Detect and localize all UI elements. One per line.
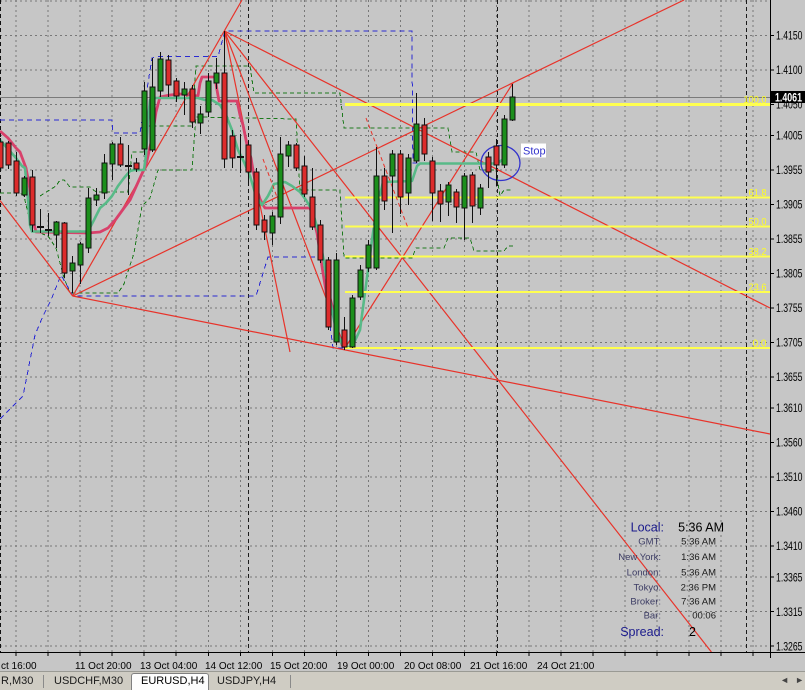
svg-text:13 Oct 04:00: 13 Oct 04:00: [140, 661, 198, 672]
svg-text:20 Oct 08:00: 20 Oct 08:00: [404, 661, 462, 672]
svg-text:24 Oct 21:00: 24 Oct 21:00: [537, 661, 595, 672]
svg-text:1.3655: 1.3655: [776, 370, 803, 384]
svg-text:1.3755: 1.3755: [776, 301, 803, 315]
svg-text:21 Oct 16:00: 21 Oct 16:00: [470, 661, 528, 672]
svg-text:GMT:: GMT:: [638, 537, 661, 548]
svg-text:1.3855: 1.3855: [776, 232, 803, 246]
svg-text:1.3560: 1.3560: [776, 436, 803, 450]
svg-text:Bar:: Bar:: [644, 611, 661, 622]
svg-text:14 Oct 12:00: 14 Oct 12:00: [205, 661, 263, 672]
svg-text:1.3315: 1.3315: [776, 605, 803, 619]
svg-text:50.0: 50.0: [749, 216, 767, 228]
svg-text:Tokyo:: Tokyo:: [634, 583, 661, 594]
svg-text:1:36 AM: 1:36 AM: [681, 552, 716, 563]
svg-text:Local:: Local:: [631, 521, 664, 535]
svg-text:1.4005: 1.4005: [776, 129, 803, 143]
svg-text:1.3265: 1.3265: [776, 639, 803, 653]
svg-text:1.4061: 1.4061: [775, 91, 802, 105]
svg-text:Stop: Stop: [523, 146, 546, 158]
svg-text:23.6: 23.6: [749, 282, 767, 294]
svg-text:New York:: New York:: [618, 552, 661, 563]
svg-text:1.3510: 1.3510: [776, 470, 803, 484]
svg-text:7:36 AM: 7:36 AM: [681, 597, 716, 608]
svg-text:100.0: 100.0: [744, 94, 767, 106]
svg-text:5:36 AM: 5:36 AM: [678, 521, 724, 535]
svg-text:00:06: 00:06: [692, 611, 716, 622]
svg-text:0.0: 0.0: [753, 338, 767, 350]
svg-text:11 Oct 20:00: 11 Oct 20:00: [75, 661, 132, 672]
svg-text:5:36 AM: 5:36 AM: [681, 568, 716, 579]
svg-text:Broker:: Broker:: [630, 597, 661, 608]
svg-text:5:36 AM: 5:36 AM: [681, 537, 716, 548]
svg-text:1.3460: 1.3460: [776, 505, 803, 519]
svg-text:1.4100: 1.4100: [776, 63, 803, 77]
svg-text:1.3905: 1.3905: [776, 198, 803, 212]
svg-text:1.3410: 1.3410: [776, 539, 803, 553]
svg-text:1.3955: 1.3955: [776, 163, 803, 177]
svg-text:61.8: 61.8: [749, 187, 767, 199]
svg-text:15 Oct 20:00: 15 Oct 20:00: [270, 661, 328, 672]
svg-text:2:36 PM: 2:36 PM: [681, 583, 716, 594]
svg-text:38.2: 38.2: [749, 246, 767, 258]
svg-text:1.3705: 1.3705: [776, 336, 803, 350]
svg-text:1.3610: 1.3610: [776, 401, 803, 415]
svg-text:1.3805: 1.3805: [776, 267, 803, 281]
svg-text:ct 16:00: ct 16:00: [1, 661, 37, 672]
svg-text:19 Oct 00:00: 19 Oct 00:00: [337, 661, 395, 672]
svg-text:Spread:: Spread:: [620, 625, 664, 639]
svg-text:2: 2: [689, 625, 696, 639]
svg-text:London:: London:: [627, 568, 661, 579]
svg-text:1.4150: 1.4150: [776, 29, 803, 43]
svg-text:1.3365: 1.3365: [776, 570, 803, 584]
